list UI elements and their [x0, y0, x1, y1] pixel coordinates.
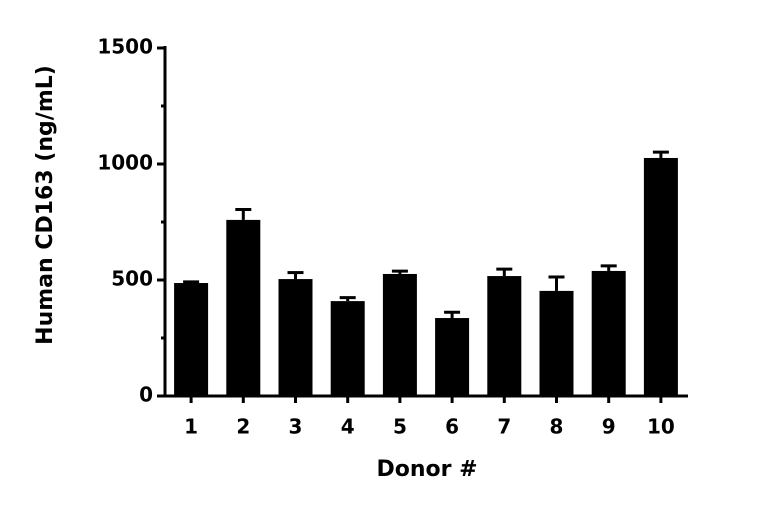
bar [435, 318, 470, 396]
x-tick-label: 2 [236, 415, 250, 439]
x-tick-label: 3 [289, 415, 303, 439]
bar [330, 301, 365, 396]
x-tick-label: 9 [602, 415, 616, 439]
y-tick-label: 0 [139, 383, 153, 407]
x-tick-label: 8 [550, 415, 564, 439]
y-tick-label: 1500 [97, 35, 153, 59]
x-tick-label: 1 [184, 415, 198, 439]
bar [382, 273, 417, 396]
y-axis-label: Human CD163 (ng/mL) [33, 65, 58, 345]
bar [591, 270, 626, 396]
bar [174, 283, 209, 396]
bar [643, 157, 678, 396]
y-tick-label: 1000 [97, 151, 153, 175]
x-axis-label: Donor # [376, 457, 477, 482]
x-tick-label: 10 [647, 415, 675, 439]
x-tick-label: 5 [393, 415, 407, 439]
bar [226, 219, 261, 396]
bar [278, 279, 313, 396]
bar [487, 276, 522, 396]
x-tick-label: 6 [445, 415, 459, 439]
bar [539, 290, 574, 396]
y-tick-label: 500 [111, 267, 153, 291]
x-tick-label: 7 [497, 415, 511, 439]
x-tick-label: 4 [341, 415, 355, 439]
